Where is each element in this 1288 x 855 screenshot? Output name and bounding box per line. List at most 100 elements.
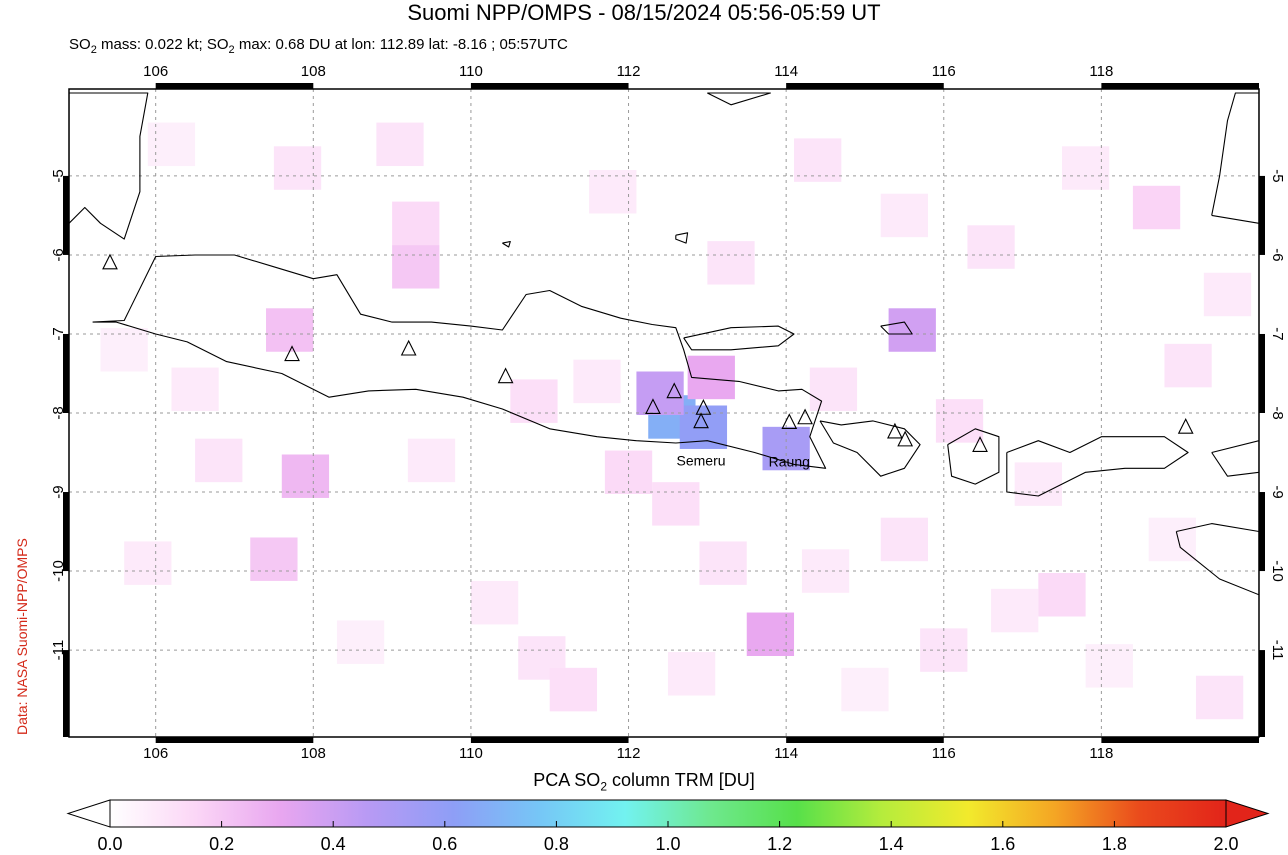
so2-pixel — [336, 620, 385, 664]
lat-tick-left: -8 — [50, 406, 67, 419]
coastline-sumatra — [69, 92, 149, 240]
summary-part2: mass: 0.022 kt; SO — [96, 36, 229, 53]
lon-tick-bottom: 106 — [143, 745, 168, 762]
grid-lines — [69, 89, 1259, 737]
lat-tick-right: -10 — [1269, 560, 1286, 582]
lat-tick-left: -6 — [50, 248, 67, 261]
volcano-marker — [887, 422, 903, 439]
so2-pixel — [1038, 573, 1086, 617]
lon-tick-bottom: 108 — [301, 745, 326, 762]
lat-tick-left: -7 — [50, 327, 67, 340]
frame-bar-left — [63, 650, 69, 737]
so2-pixel — [549, 667, 598, 712]
coastline-sulawesi — [1211, 92, 1259, 224]
coastline-java — [92, 254, 827, 469]
lon-tick-top: 116 — [932, 63, 956, 80]
so2-pixel — [667, 652, 716, 696]
coastline-bawean — [675, 232, 689, 244]
so2-pixel — [376, 122, 424, 167]
so2-pixel — [636, 371, 684, 415]
volcano-marker — [897, 430, 914, 447]
frame-bar-left — [63, 333, 69, 413]
so2-pixel — [589, 170, 637, 214]
lat-tick-left: -10 — [50, 560, 67, 582]
coastline-flores — [1211, 440, 1259, 477]
so2-pixel — [1203, 272, 1252, 317]
volcano-marker — [695, 399, 712, 415]
lat-tick-left: -9 — [50, 485, 67, 498]
so2-pixel — [746, 612, 795, 656]
frame-bar-top — [155, 83, 314, 89]
coastline-madura — [683, 325, 795, 351]
frame-bar-bottom — [470, 737, 629, 743]
so2-pixel — [124, 541, 172, 585]
so2-pixel — [171, 367, 219, 412]
so2-pixel — [407, 438, 456, 483]
lon-tick-top: 112 — [617, 63, 641, 80]
so2-pixel — [273, 146, 322, 190]
coastline-sumba — [1175, 523, 1259, 596]
lon-tick-top: 118 — [1089, 63, 1113, 80]
lat-tick-right: -5 — [1269, 169, 1286, 182]
so2-pixel — [880, 517, 929, 562]
volcano-marker — [693, 412, 709, 429]
so2-pixel — [250, 537, 298, 581]
colorbar-tick-label: 0.2 — [209, 834, 234, 854]
colorbar-title: PCA SO2 column TRM [DU] — [0, 770, 1288, 794]
summary-sub2: 2 — [228, 44, 235, 56]
page-title: Suomi NPP/OMPS - 08/15/2024 05:56-05:59 … — [407, 0, 881, 25]
so2-pixel — [1164, 343, 1212, 388]
so2-pixel — [841, 667, 889, 712]
coastline-lombok — [947, 428, 1000, 485]
so2-pixel — [967, 225, 1015, 269]
lat-tick-right: -6 — [1269, 248, 1286, 261]
summary-part1: SO — [69, 36, 91, 53]
so2-pixel — [1061, 146, 1110, 190]
frame-bar-right — [1259, 175, 1265, 255]
so2-pixel — [935, 399, 984, 443]
so2-pixel — [1014, 462, 1062, 506]
axis-tick-labels: 106 106 108 108 110 110 112 112 114 114 116 116 118 1… — [50, 63, 1286, 762]
so2-pixel — [392, 201, 440, 246]
colorbar-high-arrow — [1225, 799, 1270, 828]
volcano-marker — [666, 382, 683, 399]
so2-pixel — [470, 580, 519, 625]
colorbar-low-arrow — [66, 799, 111, 828]
lat-tick-left: -5 — [50, 169, 67, 182]
volcano-marker — [972, 436, 988, 452]
lon-tick-bottom: 118 — [1089, 745, 1113, 762]
cb-title-main: PCA SO — [533, 770, 601, 790]
lon-tick-bottom: 114 — [774, 745, 798, 762]
frame-bar-right — [1259, 333, 1265, 413]
volcano-marker — [781, 413, 798, 430]
so2-pixel — [991, 588, 1039, 633]
coastline-kangean — [880, 321, 913, 335]
so2-pixel — [392, 245, 440, 289]
lon-tick-top: 106 — [143, 63, 168, 80]
coastline-borneo — [707, 92, 771, 106]
frame-bar-right — [1259, 492, 1265, 572]
colorbar-tick-label: 0.6 — [432, 834, 457, 854]
so2-pixel — [266, 308, 314, 352]
so2-pixel — [100, 328, 148, 372]
volcano-label: Raung — [769, 453, 810, 469]
so2-pixel — [794, 138, 842, 182]
cb-title-rest: column TRM [DU] — [607, 770, 755, 790]
frame-bar-top — [470, 83, 629, 89]
so2-pixel — [1085, 644, 1133, 688]
volcano-layer — [102, 253, 1194, 452]
colorbar-tick-label: 0.8 — [544, 834, 569, 854]
lat-tick-left: -11 — [50, 640, 67, 661]
volcano-marker — [497, 367, 514, 384]
so2-pixel — [147, 122, 196, 167]
frame-bar-bottom — [155, 737, 314, 743]
colorbar: 0.0 0.2 0.4 0.6 0.8 1.0 1.2 1.4 1.6 1.8 2.0 — [66, 799, 1270, 854]
lat-tick-right: -7 — [1269, 327, 1286, 340]
coastline-layer — [69, 92, 1259, 596]
volcano-marker — [284, 345, 300, 362]
colorbar-tick-label: 0.0 — [97, 834, 122, 854]
map-frame — [63, 83, 1265, 743]
so2-pixel — [510, 379, 558, 423]
so2-pixel — [195, 438, 243, 483]
